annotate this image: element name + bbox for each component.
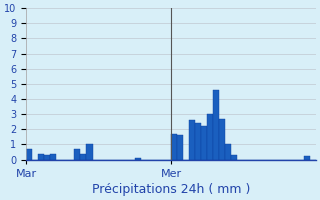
Bar: [80, 154, 86, 160]
Bar: [26, 149, 32, 160]
Bar: [86, 144, 92, 160]
Bar: [195, 123, 201, 160]
Bar: [44, 155, 50, 160]
X-axis label: Précipitations 24h ( mm ): Précipitations 24h ( mm ): [92, 183, 250, 196]
Bar: [304, 156, 310, 160]
Bar: [225, 144, 231, 160]
Bar: [201, 126, 207, 160]
Bar: [171, 134, 177, 160]
Bar: [189, 120, 195, 160]
Bar: [207, 114, 213, 160]
Bar: [75, 149, 80, 160]
Bar: [135, 158, 141, 160]
Bar: [231, 155, 237, 160]
Bar: [213, 90, 219, 160]
Bar: [38, 154, 44, 160]
Bar: [177, 135, 183, 160]
Bar: [50, 154, 56, 160]
Bar: [219, 119, 225, 160]
